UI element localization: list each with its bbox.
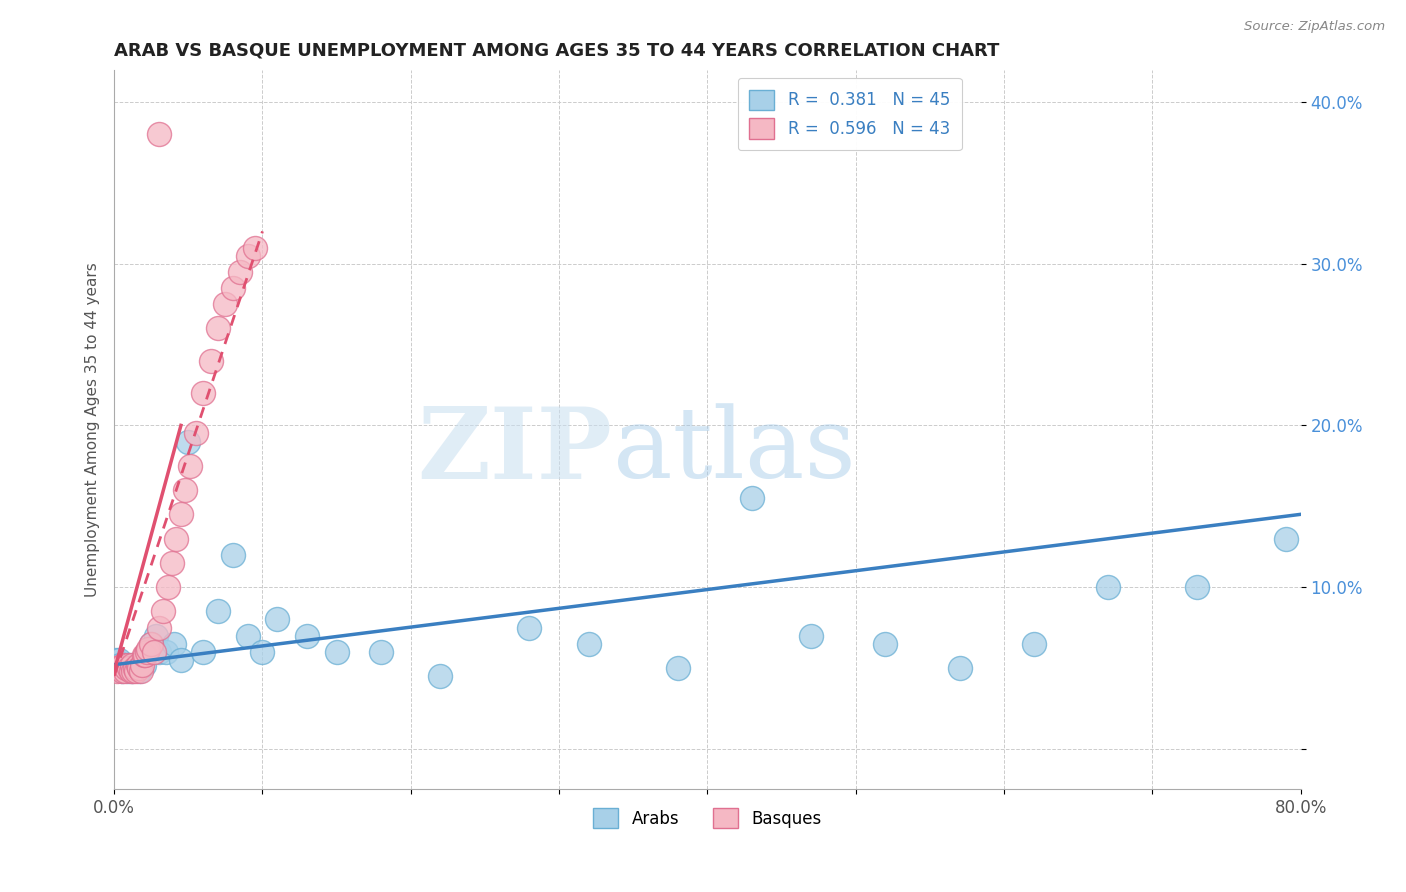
Point (429, 669, 451, 683)
Point (107, 653, 129, 667)
Point (120, 664, 142, 678)
Point (875, 637, 897, 651)
Point (141, 637, 163, 651)
Point (125, 661, 148, 675)
Point (105, 661, 128, 675)
Point (236, 629, 259, 643)
Point (229, 265, 252, 279)
Point (120, 661, 142, 675)
Point (370, 645, 392, 659)
Point (325, 645, 347, 659)
Point (114, 664, 136, 678)
Point (124, 661, 146, 675)
Point (578, 637, 600, 651)
Point (122, 664, 145, 678)
Point (741, 491, 763, 505)
Point (134, 648, 156, 662)
Point (128, 661, 150, 675)
Point (156, 580, 179, 594)
Point (193, 386, 215, 401)
Point (128, 664, 150, 678)
Point (1185, 580, 1208, 594)
Point (295, 629, 318, 643)
Point (170, 508, 193, 522)
Point (1275, 532, 1298, 546)
Point (666, 661, 689, 675)
Text: ZIP: ZIP (418, 402, 613, 500)
Legend: Arabs, Basques: Arabs, Basques (586, 801, 828, 835)
Point (104, 661, 127, 675)
Point (179, 458, 201, 473)
Point (112, 657, 135, 672)
Text: Source: ZipAtlas.com: Source: ZipAtlas.com (1244, 20, 1385, 33)
Point (110, 664, 132, 678)
Point (107, 661, 129, 675)
Point (114, 657, 136, 672)
Point (252, 645, 274, 659)
Point (118, 661, 141, 675)
Y-axis label: Unemployment Among Ages 35 to 44 years: Unemployment Among Ages 35 to 44 years (86, 262, 100, 597)
Point (110, 664, 132, 678)
Point (166, 532, 188, 546)
Text: atlas: atlas (613, 403, 855, 499)
Point (200, 353, 222, 368)
Point (122, 657, 145, 672)
Point (121, 657, 143, 672)
Point (148, 645, 170, 659)
Point (160, 556, 183, 570)
Point (162, 637, 184, 651)
Point (117, 664, 139, 678)
Point (108, 661, 131, 675)
Point (125, 664, 148, 678)
Point (1022, 637, 1045, 651)
Point (131, 657, 153, 672)
Point (174, 483, 197, 497)
Point (118, 657, 141, 672)
Point (112, 661, 135, 675)
Point (800, 629, 823, 643)
Point (132, 657, 155, 672)
Point (143, 645, 166, 659)
Point (105, 664, 128, 678)
Point (121, 664, 143, 678)
Point (115, 661, 138, 675)
Point (207, 321, 229, 335)
Point (127, 657, 149, 672)
Point (115, 661, 138, 675)
Point (184, 426, 207, 441)
Point (222, 281, 245, 295)
Point (136, 641, 159, 656)
Point (948, 661, 970, 675)
Point (135, 645, 157, 659)
Point (132, 648, 155, 662)
Point (236, 249, 259, 263)
Point (145, 629, 167, 643)
Point (214, 297, 236, 311)
Point (104, 653, 127, 667)
Text: ARAB VS BASQUE UNEMPLOYMENT AMONG AGES 35 TO 44 YEARS CORRELATION CHART: ARAB VS BASQUE UNEMPLOYMENT AMONG AGES 3… (114, 42, 1000, 60)
Point (155, 645, 177, 659)
Point (207, 604, 229, 618)
Point (141, 637, 163, 651)
Point (135, 645, 157, 659)
Point (117, 657, 139, 672)
Point (108, 657, 131, 672)
Point (1097, 580, 1119, 594)
Point (222, 548, 245, 562)
Point (193, 645, 215, 659)
Point (177, 434, 200, 449)
Point (243, 240, 266, 254)
Point (170, 653, 193, 667)
Point (519, 620, 541, 634)
Point (148, 620, 170, 634)
Point (152, 604, 174, 618)
Point (266, 612, 288, 626)
Point (129, 664, 152, 678)
Point (148, 128, 170, 142)
